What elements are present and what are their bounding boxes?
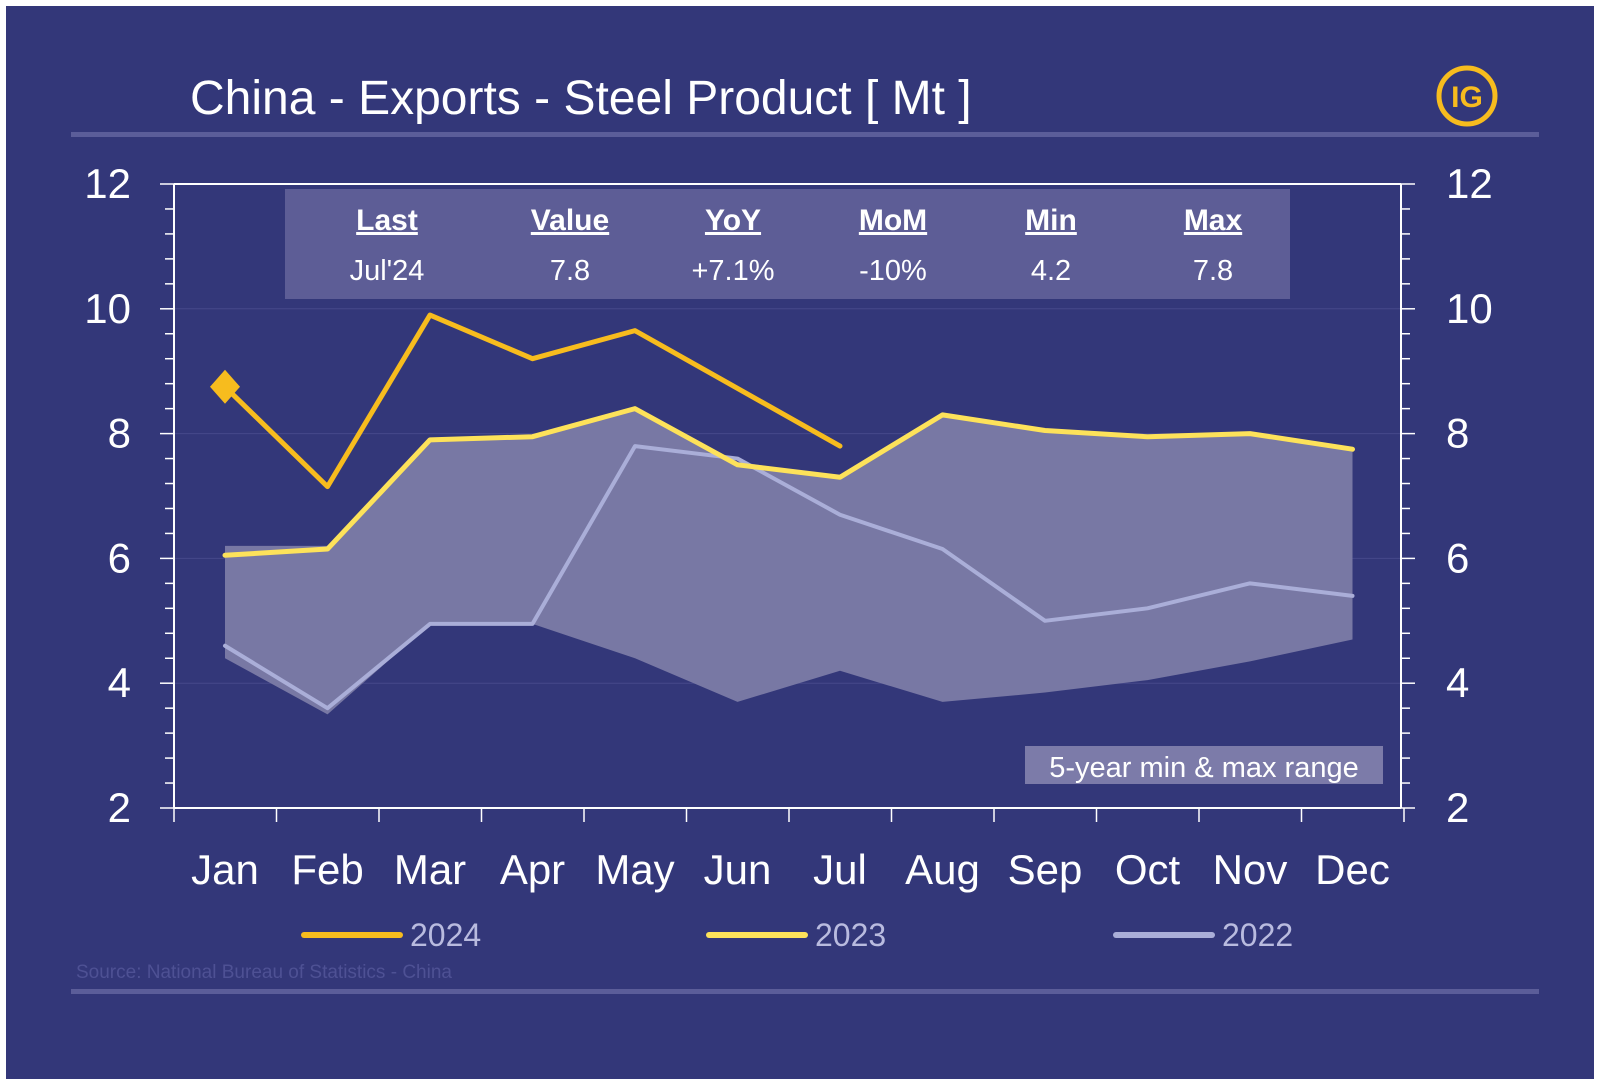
range-label-box: 5-year min & max range [1025,746,1383,784]
stats-header: MoM [859,204,927,237]
x-tick-label: Mar [394,846,466,893]
axes: 2 2 4 4 6 6 8 8 10 10 12 12 Jan Feb Mar Apr May Jun Jul Aug… [84,160,1492,893]
x-tick-label: Jun [704,846,772,893]
chart-frame: China - Exports - Steel Product [ Mt ] I… [6,6,1594,1079]
range-band [225,408,1353,715]
y-tick-label-right: 8 [1446,410,1469,457]
range-band-area [225,408,1353,715]
stats-header: YoY [705,204,761,237]
stats-value: -10% [859,255,927,287]
x-tick-label: Dec [1315,846,1390,893]
stats-header: Value [531,204,609,237]
x-tick-label: Oct [1115,846,1181,893]
x-tick-label: Aug [905,846,980,893]
stats-box: Last Jul'24 Value 7.8 YoY +7.1% MoM -10% Min 4.2 M… [285,189,1290,299]
y-tick-label-right: 12 [1446,160,1493,207]
stats-header: Max [1184,204,1243,237]
x-tick-label: Jan [191,846,259,893]
legend-label-2024: 2024 [410,917,481,953]
y-tick-label-right: 4 [1446,659,1469,706]
x-tick-label: Sep [1008,846,1083,893]
x-tick-label: Jul [813,846,867,893]
legend-label-2023: 2023 [815,917,886,953]
stats-value: 7.8 [550,255,590,287]
ig-logo: IG [1436,65,1498,127]
y-tick-label-right: 2 [1446,784,1469,831]
x-tick-label: Feb [291,846,363,893]
y-tick-label-left: 10 [84,285,131,332]
series-marker-2024 [210,369,240,404]
stats-value: +7.1% [691,255,774,287]
y-tick-label-right: 10 [1446,285,1493,332]
stats-header: Min [1025,204,1077,237]
x-tick-label: Nov [1213,846,1288,893]
y-tick-label-left: 8 [108,410,131,457]
legend-label-2022: 2022 [1222,917,1293,953]
footer-divider [71,989,1539,994]
y-tick-label-left: 4 [108,659,131,706]
chart-title: China - Exports - Steel Product [ Mt ] [190,72,972,125]
stats-header: Last [356,204,418,237]
stats-value: 7.8 [1193,255,1233,287]
series-line-2023 [222,406,1355,558]
x-tick-label: May [595,846,674,893]
stats-value: 4.2 [1031,255,1071,287]
x-tick-label: Apr [500,846,565,893]
legend: 2024 2023 2022 [301,917,1293,953]
y-tick-label-right: 6 [1446,534,1469,581]
y-tick-label-left: 6 [108,534,131,581]
series-line-2022 [223,444,1355,711]
source-note: Source: National Bureau of Statistics - … [76,962,452,983]
stats-value: Jul'24 [350,255,425,287]
title-divider [71,132,1539,137]
chart-svg: China - Exports - Steel Product [ Mt ] I… [71,65,1539,994]
y-tick-label-left: 12 [84,160,131,207]
series-lines [210,312,1355,711]
ig-logo-text: IG [1451,81,1483,114]
range-label: 5-year min & max range [1049,752,1358,784]
y-tick-label-left: 2 [108,784,131,831]
series-line-2024 [222,312,843,490]
